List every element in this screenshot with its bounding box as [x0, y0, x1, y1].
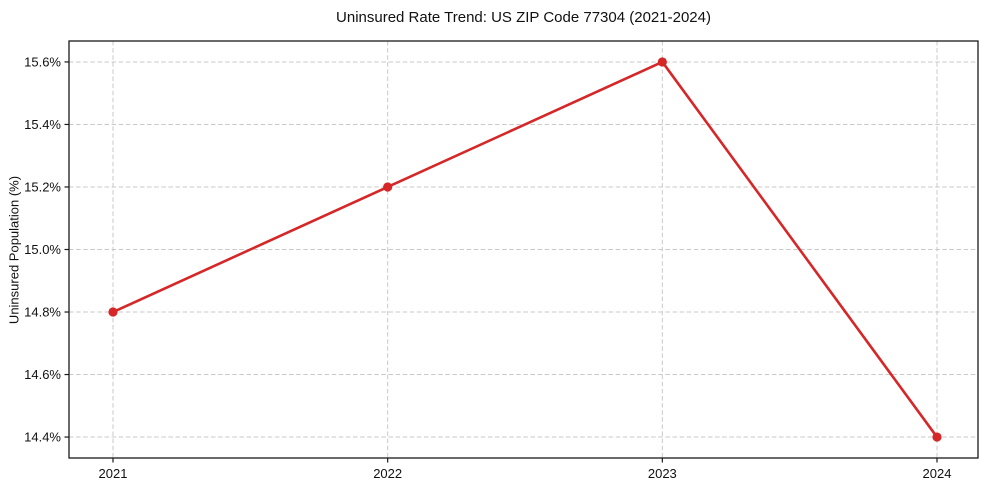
- y-tick-label: 15.6%: [24, 54, 61, 69]
- data-point-marker: [932, 432, 942, 442]
- x-tick-label: 2024: [923, 466, 952, 481]
- x-tick-label: 2023: [648, 466, 677, 481]
- y-tick-label: 15.2%: [24, 179, 61, 194]
- chart-title: Uninsured Rate Trend: US ZIP Code 77304 …: [336, 9, 711, 26]
- y-tick-label: 14.6%: [24, 367, 61, 382]
- y-tick-label: 14.4%: [24, 430, 61, 445]
- y-axis-label: Uninsured Population (%): [6, 175, 22, 325]
- series-line: [111, 60, 939, 439]
- y-tick-label: 15.0%: [24, 242, 61, 257]
- data-point-marker: [383, 182, 393, 192]
- data-point-marker: [657, 57, 667, 67]
- y-tick-label: 15.4%: [24, 117, 61, 132]
- data-point-marker: [108, 307, 118, 317]
- x-tick-label: 2021: [99, 466, 128, 481]
- x-tick-label: 2022: [373, 466, 402, 481]
- y-tick-label: 14.8%: [24, 305, 61, 320]
